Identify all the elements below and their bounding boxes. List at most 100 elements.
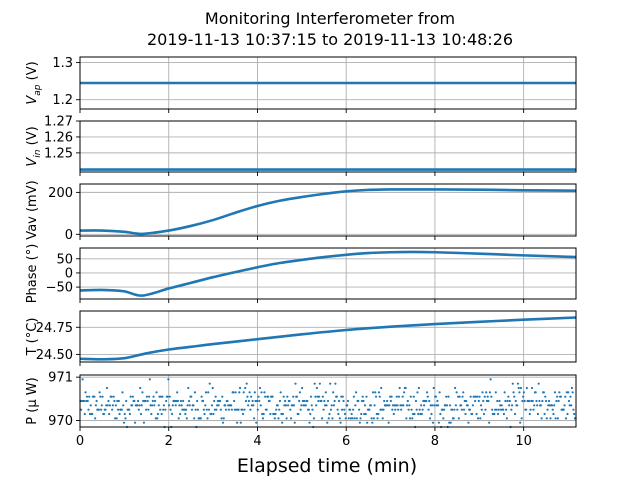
- data-point: [329, 382, 332, 385]
- data-point: [322, 408, 325, 411]
- y-axis-label: P (μ W): [25, 377, 40, 424]
- data-point: [235, 421, 239, 424]
- data-point: [438, 391, 441, 394]
- data-point: [437, 421, 440, 424]
- data-point: [529, 408, 532, 411]
- data-point: [412, 395, 415, 398]
- data-point: [147, 408, 150, 411]
- data-point: [93, 395, 96, 398]
- data-point: [510, 408, 513, 411]
- data-point: [403, 391, 406, 394]
- data-point: [564, 417, 568, 420]
- data-point: [131, 404, 134, 407]
- data-point: [255, 399, 259, 403]
- data-point: [544, 399, 548, 403]
- data-point: [434, 395, 438, 398]
- data-point: [185, 417, 188, 420]
- data-point: [204, 391, 208, 394]
- data-point: [489, 378, 492, 381]
- data-point: [80, 408, 83, 411]
- data-point: [535, 399, 538, 403]
- data-point: [167, 378, 170, 381]
- data-point: [414, 399, 418, 403]
- subplot-5: 24.50 24.75T (°C): [25, 310, 577, 366]
- data-point: [180, 404, 183, 407]
- data-point: [284, 404, 287, 407]
- data-point: [374, 391, 377, 394]
- data-point: [91, 412, 94, 416]
- data-point: [289, 417, 293, 420]
- data-point: [507, 395, 510, 398]
- data-point: [247, 404, 250, 407]
- data-point: [213, 399, 216, 403]
- data-point: [341, 395, 344, 398]
- data-point: [311, 408, 314, 411]
- data-point: [525, 408, 528, 411]
- data-point: [452, 417, 455, 420]
- data-point: [194, 408, 197, 411]
- data-point: [494, 391, 497, 394]
- data-point: [533, 404, 536, 407]
- data-point: [115, 417, 118, 420]
- data-point: [157, 404, 160, 407]
- data-point: [99, 408, 103, 411]
- data-point: [215, 408, 218, 411]
- data-point: [498, 399, 501, 403]
- data-point: [89, 404, 92, 407]
- data-point: [199, 417, 202, 420]
- data-point: [374, 395, 378, 398]
- data-point: [368, 408, 371, 411]
- data-point: [113, 399, 116, 403]
- data-point: [161, 395, 164, 398]
- data-point: [261, 417, 265, 420]
- data-point: [346, 399, 350, 403]
- data-point: [462, 391, 465, 394]
- data-point: [554, 417, 557, 420]
- data-point: [497, 408, 500, 411]
- data-point: [386, 399, 389, 403]
- y-tick-label: 970: [48, 414, 73, 429]
- y-tick-label: 0: [65, 266, 73, 281]
- data-point: [439, 412, 442, 416]
- data-point: [336, 408, 339, 411]
- data-point: [156, 412, 160, 416]
- data-point: [456, 408, 459, 411]
- data-point: [550, 404, 554, 407]
- data-point: [517, 386, 520, 390]
- data-point: [415, 408, 418, 411]
- data-point: [372, 417, 375, 420]
- data-point: [496, 412, 500, 416]
- data-point: [525, 386, 528, 390]
- data-point: [285, 417, 288, 420]
- data-point: [482, 399, 485, 403]
- data-point: [366, 421, 369, 424]
- data-point: [124, 417, 127, 420]
- data-point: [81, 378, 84, 381]
- data-point: [346, 404, 349, 407]
- data-point: [445, 404, 449, 407]
- data-point: [454, 404, 457, 407]
- data-point: [164, 408, 167, 411]
- data-point: [117, 399, 120, 403]
- data-point: [340, 408, 344, 411]
- data-point: [454, 386, 457, 390]
- data-point: [420, 404, 423, 407]
- data-point: [275, 408, 278, 411]
- data-point: [210, 404, 214, 407]
- data-point: [245, 382, 248, 385]
- data-point: [242, 391, 245, 394]
- data-point: [315, 404, 318, 407]
- data-point: [153, 404, 156, 407]
- data-point: [396, 404, 399, 407]
- data-point: [268, 399, 271, 403]
- data-point: [297, 412, 300, 416]
- data-point: [125, 399, 128, 403]
- data-point: [382, 408, 385, 411]
- data-point: [514, 399, 517, 403]
- data-point: [500, 404, 503, 407]
- data-point: [521, 399, 524, 403]
- data-point: [545, 417, 548, 420]
- data-point: [257, 395, 260, 398]
- data-point: [469, 395, 472, 398]
- data-point: [312, 417, 316, 420]
